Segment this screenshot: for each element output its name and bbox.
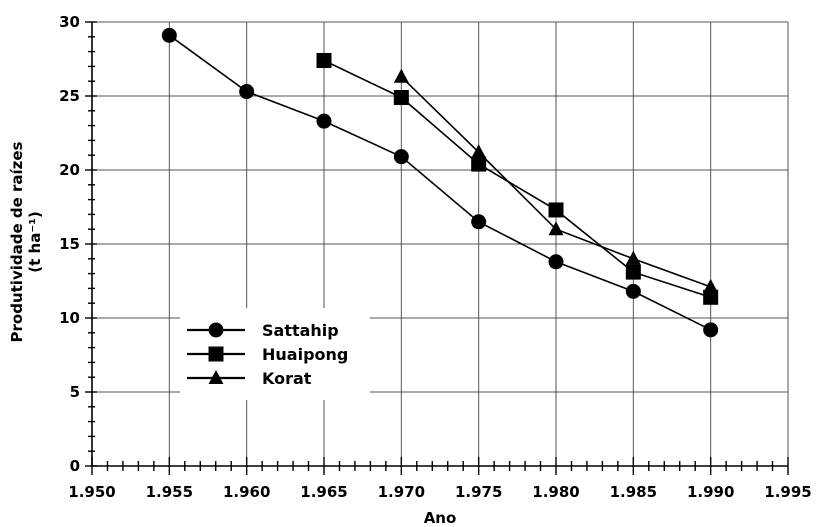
y-tick-label: 25 xyxy=(59,87,80,105)
x-tick-label: 1.975 xyxy=(455,483,502,501)
data-point-huaipong xyxy=(393,89,409,105)
y-tick-label: 30 xyxy=(59,13,80,31)
x-tick-label: 1.985 xyxy=(610,483,657,501)
legend-item-huaipong: Huaipong xyxy=(187,345,348,364)
x-axis-title: Ano xyxy=(424,509,457,527)
data-point-sattahip xyxy=(548,254,564,270)
y-tick-label: 5 xyxy=(70,383,80,401)
x-tick-label: 1.990 xyxy=(687,483,734,501)
x-tick-label: 1.965 xyxy=(300,483,347,501)
series xyxy=(161,27,719,338)
x-tick-label: 1.955 xyxy=(146,483,193,501)
legend-label-sattahip: Sattahip xyxy=(262,321,339,340)
data-point-huaipong xyxy=(548,202,564,218)
data-point-huaipong xyxy=(316,52,332,68)
data-point-sattahip xyxy=(239,84,255,100)
data-point-sattahip xyxy=(703,322,719,338)
y-tick-label: 10 xyxy=(59,309,80,327)
x-tick-label: 1.960 xyxy=(223,483,270,501)
legend-marker-sattahip xyxy=(208,322,224,338)
x-tick-label: 1.995 xyxy=(764,483,811,501)
data-point-sattahip xyxy=(316,113,332,129)
data-point-sattahip xyxy=(393,149,409,165)
data-point-korat xyxy=(625,250,641,265)
data-point-korat xyxy=(703,278,719,293)
legend-label-huaipong: Huaipong xyxy=(262,345,348,364)
data-point-korat xyxy=(548,221,564,236)
series-line-sattahip xyxy=(168,34,712,331)
legend: Sattahip Huaipong Korat xyxy=(180,308,370,400)
y-axis-title: Produtividade de raízes (t ha⁻¹) xyxy=(8,141,44,342)
y-tick-label: 0 xyxy=(70,457,80,475)
legend-item-sattahip: Sattahip xyxy=(187,321,339,340)
legend-item-korat: Korat xyxy=(187,369,312,388)
series-sattahip xyxy=(161,27,719,338)
series-huaipong xyxy=(316,52,719,305)
x-tick-label: 1.980 xyxy=(532,483,579,501)
data-point-huaipong xyxy=(625,264,641,280)
axes xyxy=(85,21,789,475)
y-axis-title-line-1: Produtividade de raízes xyxy=(8,141,26,342)
data-point-huaipong xyxy=(703,289,719,305)
data-point-sattahip xyxy=(625,283,641,299)
x-tick-label: 1.950 xyxy=(68,483,115,501)
data-point-korat xyxy=(471,144,487,159)
y-tick-label: 20 xyxy=(59,161,80,179)
legend-marker-korat xyxy=(208,370,224,384)
data-point-sattahip xyxy=(161,27,177,43)
x-tick-label: 1.970 xyxy=(378,483,425,501)
data-point-huaipong xyxy=(471,156,487,172)
legend-label-korat: Korat xyxy=(262,369,312,388)
y-tick-label: 15 xyxy=(59,235,80,253)
legend-marker-huaipong xyxy=(208,346,224,362)
tick-labels: 1.950 1.955 1.960 1.965 1.970 1.975 1.980 1.985… xyxy=(59,13,812,501)
y-axis-title-line-2: (t ha⁻¹) xyxy=(26,211,44,272)
data-point-korat xyxy=(393,68,409,83)
series-korat xyxy=(393,68,719,293)
data-point-sattahip xyxy=(471,214,487,230)
series-line-huaipong xyxy=(323,59,711,299)
